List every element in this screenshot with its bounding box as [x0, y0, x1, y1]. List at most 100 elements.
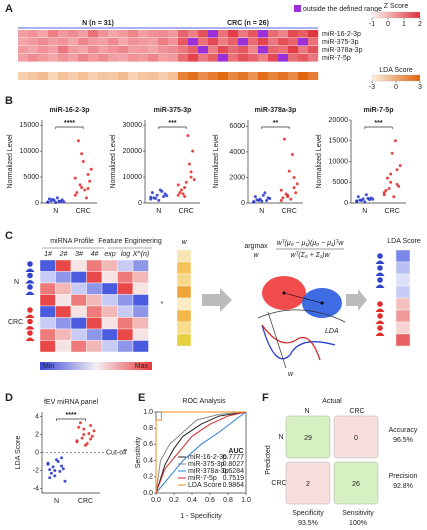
point [88, 179, 92, 183]
y-tick-label: 0 [35, 200, 39, 207]
point [149, 195, 153, 199]
point [92, 429, 96, 433]
cell [285, 461, 331, 505]
cell-value: 0 [354, 435, 358, 442]
heatmap-cell [158, 38, 169, 46]
heatmap-cell [138, 54, 149, 62]
heatmap-cell [128, 54, 139, 62]
point [184, 180, 188, 184]
y-tick-label: 0.2 [143, 474, 153, 481]
point [261, 193, 265, 197]
heatmap-cell [198, 46, 209, 54]
heatmap-cell [38, 46, 49, 54]
profile-cell [101, 294, 118, 307]
point [48, 476, 52, 480]
predicted-label: Predicted [265, 445, 272, 475]
lda-cell [238, 72, 249, 80]
profile-cell [101, 328, 118, 341]
score-cell [395, 333, 411, 347]
point [57, 199, 61, 203]
profile-cell [39, 259, 56, 272]
point [398, 164, 402, 168]
lda-cell [68, 72, 79, 80]
y-tick-label: 30000 [123, 122, 143, 129]
point [53, 474, 57, 478]
heatmap-cell [198, 54, 209, 62]
group-label: N [14, 279, 19, 286]
lda-cell [58, 72, 69, 80]
heatmap-cell [118, 30, 129, 38]
profile-cell [70, 317, 87, 330]
person-head [377, 325, 383, 331]
heatmap-cell [168, 38, 179, 46]
column-header: 1# [44, 251, 52, 258]
heatmap-cell [108, 46, 119, 54]
heatmap-cell [158, 46, 169, 54]
heatmap-cell [148, 54, 159, 62]
person-body [375, 332, 385, 336]
profile-cell [117, 282, 134, 295]
profile-cell [55, 340, 72, 353]
point [290, 152, 294, 156]
row-label: miR-16-2-3p [322, 31, 361, 38]
heatmap-cell [68, 54, 79, 62]
lda-cell [308, 72, 319, 80]
heatmap-cell [278, 46, 289, 54]
profile-cell [55, 328, 72, 341]
x-tick-label: N [53, 208, 58, 215]
roc-curve [155, 411, 247, 494]
x-tick-label: N [156, 208, 161, 215]
panel-label: D [5, 392, 13, 404]
person-head [27, 261, 33, 267]
lda-cell [48, 72, 59, 80]
point [279, 198, 283, 202]
y-axis-label: Normalized Level [110, 134, 117, 189]
y-tick-label: 0.0 [143, 490, 153, 497]
y-axis-label: Normalized Level [7, 134, 14, 189]
person-body [375, 308, 385, 312]
column-header: 3# [75, 251, 83, 258]
heatmap-cell [148, 46, 159, 54]
engineering-title: Feature Engineering [98, 238, 162, 245]
group-label: N (n = 31) [82, 20, 114, 27]
person-body [25, 268, 35, 272]
colorbar-tick-label: 2 [418, 21, 422, 28]
row-label: miR-375-3p [322, 39, 359, 46]
lda-cell [148, 72, 159, 80]
profile-cell [117, 328, 134, 341]
point [55, 196, 59, 200]
point [287, 169, 291, 173]
profile-cell [39, 294, 56, 307]
lda-cell [118, 72, 129, 80]
x-tick-label: 0.2 [169, 497, 179, 504]
point [178, 191, 182, 195]
weight-cell [176, 273, 192, 287]
outside-swatch [294, 5, 301, 12]
lda-axis [257, 309, 346, 323]
lda-cell [98, 72, 109, 80]
y-tick-label: 1.0 [143, 409, 153, 416]
weight-cell [176, 249, 192, 263]
profile-cell [101, 305, 118, 318]
heatmap-cell [138, 30, 149, 38]
point [191, 149, 195, 153]
heatmap-cell [138, 46, 149, 54]
heatmap-cell [298, 46, 309, 54]
colorbar-tick-label: 3 [418, 84, 422, 91]
axis [144, 120, 200, 204]
y-tick-label: 15000 [329, 138, 349, 145]
point [56, 460, 60, 463]
y-tick-label: 2 [35, 431, 39, 438]
person-head [377, 277, 383, 283]
person-head [377, 313, 383, 319]
y-tick-label: 20000 [123, 148, 143, 155]
point [76, 139, 80, 143]
cell-value: 26 [352, 481, 360, 488]
axis [350, 120, 406, 204]
x-tick-label: CRC [385, 208, 400, 215]
point [60, 464, 64, 468]
point [155, 193, 159, 197]
row-label: miR-7-5p [322, 55, 351, 62]
significance: *** [168, 120, 176, 127]
point [186, 134, 190, 138]
